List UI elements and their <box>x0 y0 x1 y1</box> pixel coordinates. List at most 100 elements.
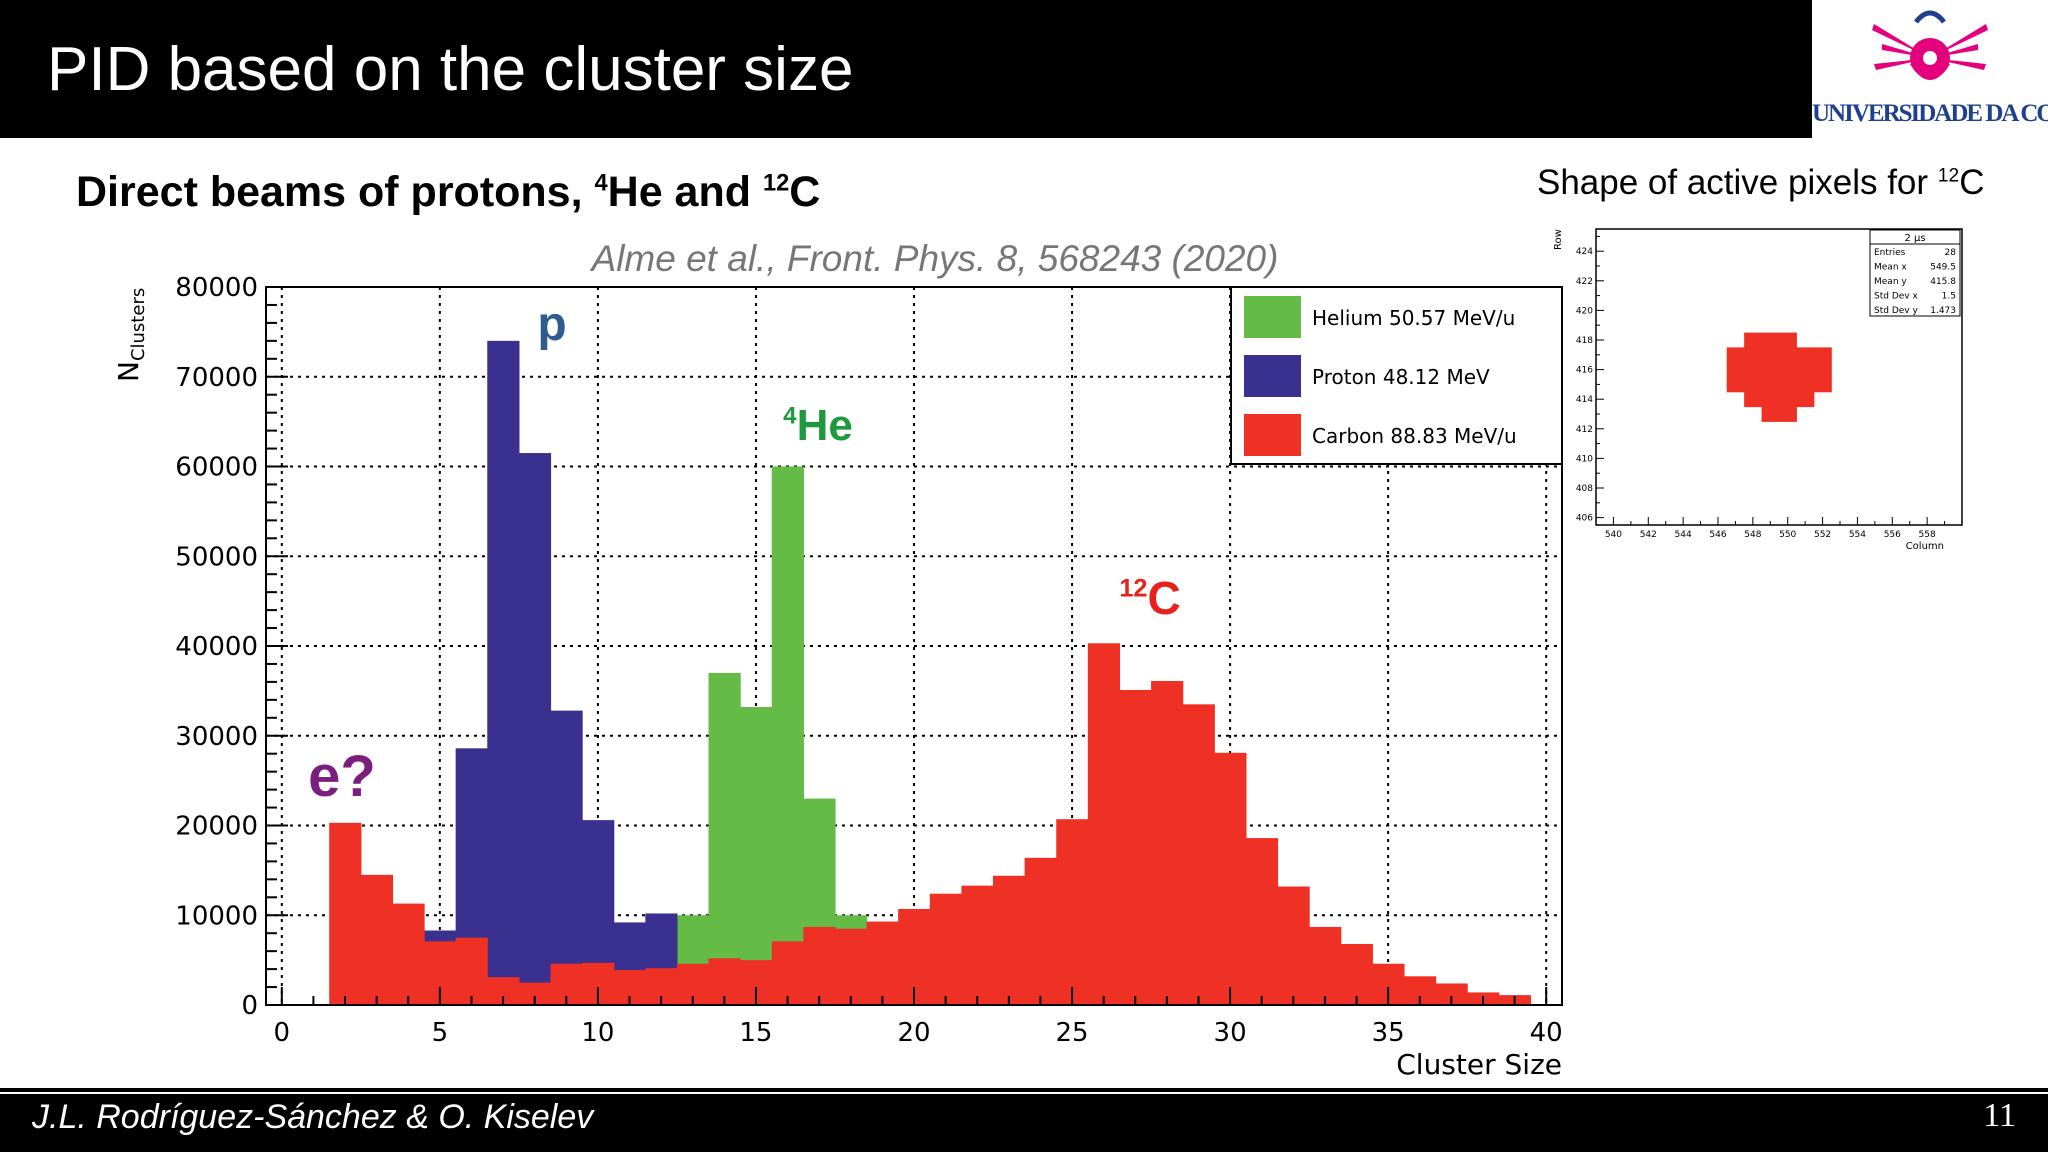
legend-label-helium: Helium 50.57 MeV/u <box>1312 306 1515 330</box>
active-pixel <box>1744 391 1763 408</box>
carbon-bar <box>455 937 488 1005</box>
inset-x-tick-label: 556 <box>1884 530 1901 540</box>
y-tick-label: 20000 <box>175 812 258 842</box>
carbon-bar <box>993 875 1026 1005</box>
inset-x-tick-label: 540 <box>1605 530 1622 540</box>
carbon-bar <box>1151 681 1184 1005</box>
inset-x-tick-label: 558 <box>1919 530 1936 540</box>
slide-title: PID based on the cluster size <box>47 35 854 104</box>
page-number: 11 <box>1983 1097 2016 1134</box>
inset-x-tick-label: 542 <box>1640 530 1657 540</box>
inset-y-tick-label: 410 <box>1576 454 1593 464</box>
proton-bar <box>487 340 520 1006</box>
inset-y-tick-label: 408 <box>1576 484 1593 494</box>
inset-y-tick-label: 420 <box>1576 306 1593 316</box>
legend-swatch-carbon <box>1244 414 1301 456</box>
active-pixel <box>1796 377 1815 393</box>
carbon-bar <box>1435 983 1468 1005</box>
helium-bar <box>708 672 741 1005</box>
active-pixel <box>1796 391 1815 408</box>
carbon-annotation: 12C <box>1119 572 1180 624</box>
inset-y-tick-label: 414 <box>1576 395 1593 405</box>
active-pixel <box>1761 362 1780 378</box>
active-pixel <box>1761 347 1780 363</box>
active-pixel <box>1761 332 1780 348</box>
x-tick-label: 0 <box>274 1018 291 1048</box>
active-pixel <box>1761 391 1780 408</box>
inset-y-tick-label: 416 <box>1576 366 1593 376</box>
carbon-bar <box>1182 704 1215 1005</box>
inset-stat-value: 415.8 <box>1930 277 1956 287</box>
active-pixel <box>1779 391 1797 408</box>
carbon-bar <box>1309 926 1342 1005</box>
carbon-bar <box>1119 689 1152 1005</box>
inset-title: 2 µs <box>1904 233 1925 244</box>
y-tick-label: 0 <box>241 991 258 1021</box>
active-pixel <box>1744 347 1763 363</box>
x-tick-label: 30 <box>1214 1018 1247 1048</box>
university-logo: UNIVERSIDADE DA CORUÑA <box>1812 0 2048 138</box>
legend-label-carbon: Carbon 88.83 MeV/u <box>1312 424 1517 448</box>
inset-stat-value: 28 <box>1945 248 1957 258</box>
legend-label-proton: Proton 48.12 MeV <box>1312 365 1490 389</box>
inset-stat-label: Std Dev y <box>1874 306 1918 316</box>
carbon-bar <box>929 893 963 1005</box>
carbon-bar <box>1024 857 1057 1005</box>
x-tick-label: 15 <box>739 1018 772 1048</box>
active-pixel <box>1813 347 1832 363</box>
footer-divider <box>0 1092 2048 1094</box>
active-pixel <box>1779 377 1797 393</box>
active-pixel <box>1761 377 1780 393</box>
inset-caption: Shape of active pixels for 12C <box>1537 163 1985 202</box>
carbon-bar <box>360 874 394 1005</box>
active-pixel <box>1761 406 1780 422</box>
carbon-bar <box>1277 886 1310 1005</box>
carbon-bar <box>1087 643 1121 1005</box>
x-tick-label: 35 <box>1372 1018 1405 1048</box>
inset-y-tick-label: 424 <box>1576 247 1593 257</box>
inset-stat-label: Mean y <box>1874 277 1907 287</box>
slide-subtitle: Direct beams of protons, 4He and 12C <box>76 168 821 216</box>
carbon-bar <box>866 921 899 1005</box>
y-tick-label: 50000 <box>175 542 258 572</box>
active-pixel <box>1813 362 1832 378</box>
x-axis-label: Cluster Size <box>1396 1048 1562 1081</box>
helium-annotation: 4He <box>783 401 853 450</box>
active-pixel <box>1779 332 1797 348</box>
y-tick-label: 80000 <box>175 273 258 303</box>
active-pixel <box>1779 362 1797 378</box>
active-pixel <box>1796 347 1815 363</box>
inset-stat-value: 1.473 <box>1930 306 1956 316</box>
inset-y-axis-label: Row <box>1553 229 1564 250</box>
active-pixel <box>1726 362 1745 378</box>
carbon-bar <box>1214 752 1247 1005</box>
active-pixel <box>1779 406 1797 422</box>
y-tick-label: 30000 <box>175 722 258 752</box>
carbon-bar <box>771 941 804 1005</box>
active-pixel <box>1796 362 1815 378</box>
inset-x-tick-label: 554 <box>1849 530 1866 540</box>
university-emblem-icon <box>1872 10 1988 80</box>
inset-y-tick-label: 406 <box>1576 514 1593 524</box>
y-tick-label: 10000 <box>175 901 258 931</box>
active-pixel <box>1744 362 1763 378</box>
proton-annotation: p <box>537 298 566 351</box>
active-pixel <box>1744 332 1763 348</box>
active-pixel <box>1726 377 1745 393</box>
carbon-bar <box>1340 943 1373 1005</box>
carbon-bar <box>961 885 994 1005</box>
inset-x-tick-label: 546 <box>1709 530 1726 540</box>
x-tick-label: 5 <box>432 1018 449 1048</box>
active-pixel <box>1779 347 1797 363</box>
carbon-bar <box>803 926 836 1005</box>
y-tick-label: 70000 <box>175 363 258 393</box>
helium-bar <box>740 707 773 1005</box>
citation: Alme et al., Front. Phys. 8, 568243 (202… <box>591 238 1279 279</box>
inset-stat-label: Mean x <box>1874 263 1907 273</box>
carbon-bar <box>834 928 868 1005</box>
logo-text: UNIVERSIDADE DA CORUÑA <box>1812 100 2048 127</box>
inset-y-tick-label: 418 <box>1576 336 1593 346</box>
inset-stat-value: 549.5 <box>1930 263 1956 273</box>
legend-swatch-helium <box>1244 296 1301 338</box>
